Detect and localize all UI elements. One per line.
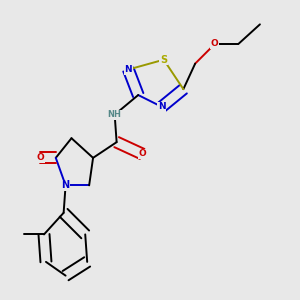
Text: O: O [36, 153, 44, 162]
Text: NH: NH [108, 110, 122, 119]
Text: O: O [138, 149, 146, 158]
Text: S: S [160, 55, 167, 65]
Text: N: N [61, 180, 70, 190]
Text: N: N [158, 102, 166, 111]
Text: N: N [124, 65, 132, 74]
Text: O: O [211, 40, 219, 49]
